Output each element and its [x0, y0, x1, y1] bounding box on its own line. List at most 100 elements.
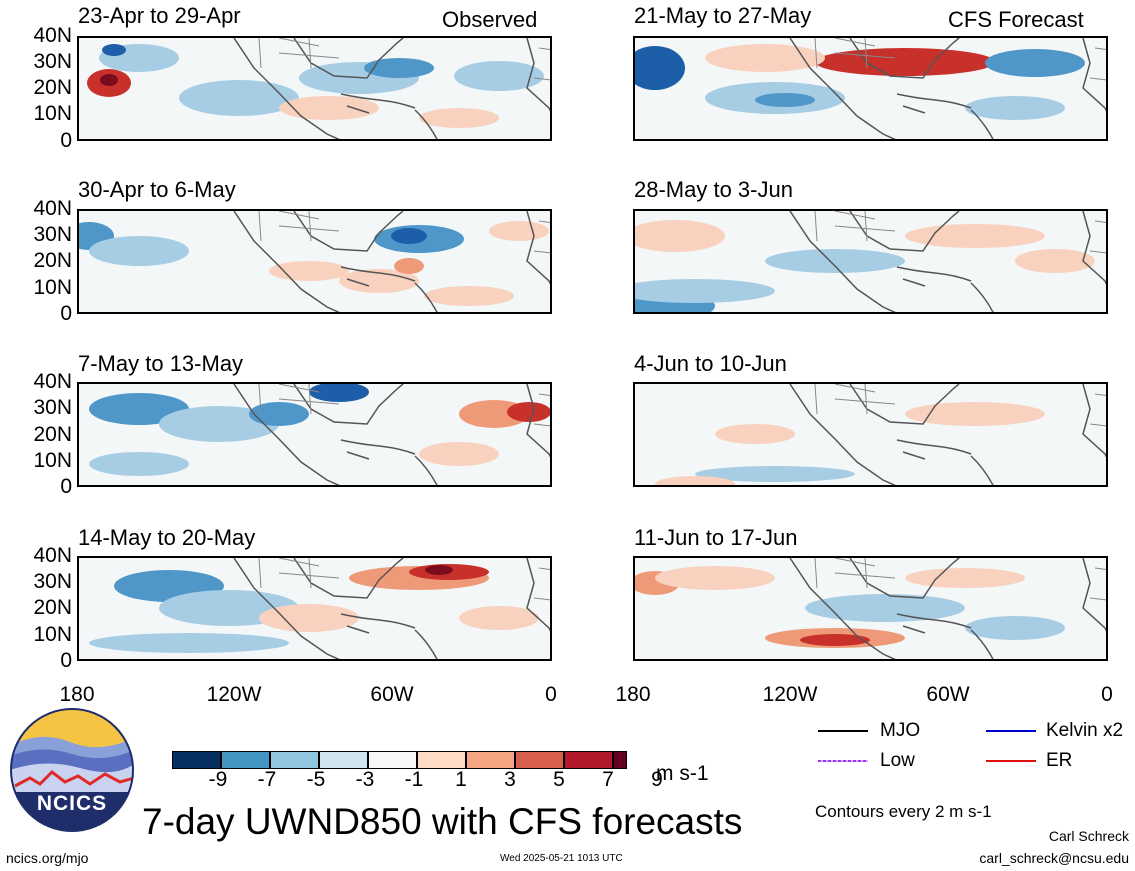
panel-title-1: 23-Apr to 29-Apr: [78, 3, 241, 28]
anomaly-shading: [394, 258, 424, 274]
coastline: [789, 38, 1106, 139]
border-lines: [258, 38, 550, 81]
legend-label-mjo: MJO: [880, 720, 921, 741]
map-panel-3: [77, 382, 552, 487]
lon-label: 180: [59, 683, 95, 706]
anomaly-shading: [249, 402, 309, 426]
anomaly-shading: [100, 74, 118, 86]
legend-line-kelvin: [986, 730, 1036, 732]
anomaly-shading: [339, 269, 419, 293]
colorbar-swatch: [466, 751, 515, 769]
anomaly-shading: [89, 236, 189, 266]
anomaly-field: [635, 558, 1106, 659]
map-panel-5: [633, 36, 1108, 141]
main-title: 7-day UWND850 with CFS forecasts: [142, 801, 743, 842]
anomaly-shading: [695, 466, 855, 482]
lat-label: 30N: [33, 50, 72, 73]
panel-title-6: 28-May to 3-Jun: [634, 177, 793, 202]
lat-label: 0: [60, 129, 72, 152]
anomaly-shading: [425, 565, 453, 575]
coastline: [233, 558, 550, 659]
colorbar-tick: -1: [404, 768, 424, 791]
panel-title-2: 30-Apr to 6-May: [78, 177, 236, 202]
colorbar-swatch: [564, 751, 613, 769]
lon-label: 0: [545, 683, 557, 706]
colorbar-tick: 5: [553, 768, 565, 791]
anomaly-shading: [454, 61, 544, 91]
lat-label: 40N: [33, 24, 72, 47]
colorbar-tick: -3: [355, 768, 375, 791]
observed-header: Observed: [442, 7, 538, 32]
legend-line-low: [818, 760, 868, 762]
anomaly-shading: [965, 96, 1065, 120]
panel-title-3: 7-May to 13-May: [78, 351, 244, 376]
coastline: [233, 211, 550, 312]
source-url[interactable]: ncics.org/mjo: [6, 850, 89, 866]
lat-label: 20N: [33, 249, 72, 272]
anomaly-shading: [815, 48, 995, 76]
border-lines: [258, 211, 550, 254]
coastline: [233, 384, 550, 485]
map-panel-7: [633, 382, 1108, 487]
contour-note: Contours every 2 m s-1: [815, 802, 992, 821]
anomaly-shading: [391, 228, 427, 244]
lat-label: 0: [60, 302, 72, 325]
legend-label-kelvin: Kelvin x2: [1046, 720, 1124, 741]
colorbar-swatch: [417, 751, 466, 769]
anomaly-shading: [507, 402, 550, 422]
colorbar-swatch: [613, 751, 627, 769]
anomaly-shading: [89, 452, 189, 476]
anomaly-shading: [364, 58, 434, 78]
border-lines: [814, 384, 1106, 427]
lat-label: 10N: [33, 102, 72, 125]
lat-label: 40N: [33, 544, 72, 567]
anomaly-shading: [965, 616, 1065, 640]
anomaly-shading: [905, 224, 1045, 248]
author-email[interactable]: carl_schreck@ncsu.edu: [979, 850, 1129, 866]
lat-label: 40N: [33, 370, 72, 393]
ncics-logo: NCICS: [10, 708, 134, 832]
anomaly-field: [87, 38, 550, 139]
lat-label: 30N: [33, 396, 72, 419]
map-panel-1: [77, 36, 552, 141]
lon-label: 60W: [926, 683, 970, 706]
anomaly-shading: [419, 442, 499, 466]
anomaly-shading: [805, 594, 965, 622]
colorbar-tick: 1: [455, 768, 467, 791]
anomaly-shading: [655, 476, 735, 485]
logo-text: NCICS: [36, 792, 108, 815]
forecast-header: CFS Forecast: [948, 7, 1084, 32]
border-lines: [258, 558, 550, 601]
anomaly-shading: [635, 220, 725, 252]
panel-title-8: 11-Jun to 17-Jun: [634, 525, 798, 550]
anomaly-field: [79, 211, 550, 312]
border-lines: [814, 38, 1106, 81]
lat-label: 10N: [33, 276, 72, 299]
colorbar-swatch: [221, 751, 270, 769]
colorbar-tick: 9: [651, 768, 663, 791]
anomaly-shading: [985, 49, 1085, 77]
map-panel-8: [633, 556, 1108, 661]
panel-title-7: 4-Jun to 10-Jun: [634, 351, 787, 376]
anomaly-shading: [905, 568, 1025, 588]
colorbar-swatch: [172, 751, 221, 769]
lon-label: 180: [615, 683, 651, 706]
anomaly-shading: [635, 279, 775, 303]
lat-label: 0: [60, 475, 72, 498]
anomaly-shading: [765, 249, 905, 273]
anomaly-shading: [279, 96, 379, 120]
legend-line-mjo: [818, 730, 868, 732]
anomaly-field: [655, 384, 1106, 485]
coastline: [789, 558, 1106, 659]
lon-label: 0: [1101, 683, 1113, 706]
lat-label: 20N: [33, 596, 72, 619]
map-panel-4: [77, 556, 552, 661]
colorbar-swatch: [270, 751, 319, 769]
lon-label: 120W: [206, 683, 262, 706]
coastline: [789, 211, 1106, 312]
anomaly-shading: [159, 406, 279, 442]
anomaly-shading: [705, 44, 825, 72]
anomaly-shading: [905, 402, 1045, 426]
legend-label-er: ER: [1046, 750, 1073, 771]
anomaly-field: [89, 558, 550, 659]
